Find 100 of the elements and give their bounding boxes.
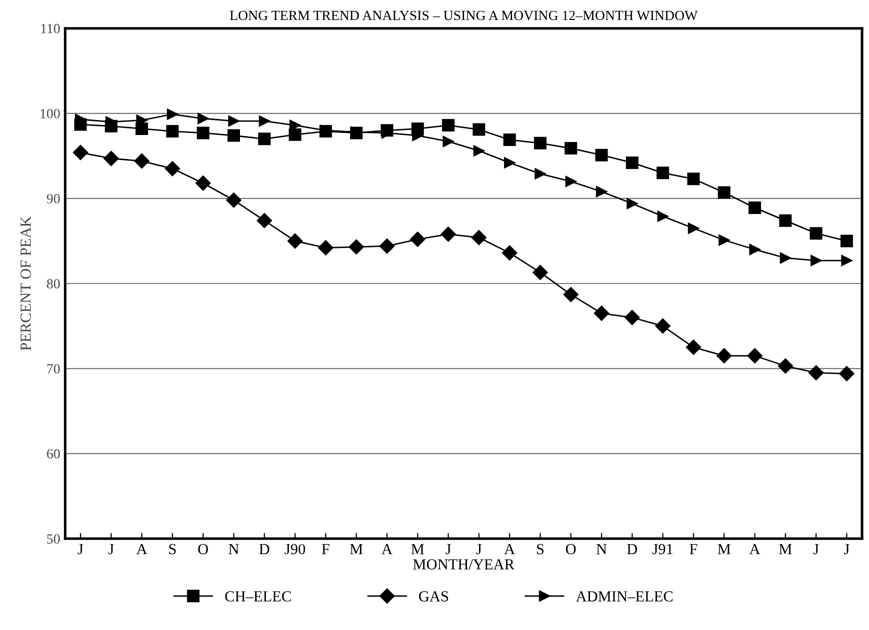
point	[778, 358, 793, 374]
y-axis-title: PERCENT OF PEAK	[20, 216, 31, 350]
x-tick-label: J91	[652, 544, 673, 554]
x-tick-label: S	[537, 544, 544, 554]
point	[258, 132, 271, 146]
x-tick-label: J	[813, 544, 819, 554]
chart-title: LONG TERM TREND ANALYSIS – USING A MOVING 12–MONTH WINDOW	[230, 10, 698, 20]
y-tick-label: 90	[46, 194, 60, 204]
point	[810, 227, 822, 240]
x-tick-label: D	[627, 544, 638, 554]
x-tick-label: J	[844, 544, 850, 554]
point	[657, 210, 668, 222]
x-tick-label: F	[690, 544, 698, 554]
point	[166, 125, 179, 138]
x-tick-label: M	[411, 544, 424, 554]
x-tick-label: N	[228, 544, 239, 554]
point	[196, 176, 211, 191]
point	[749, 244, 760, 256]
legend-label: GAS	[419, 591, 448, 602]
point	[656, 166, 670, 180]
y-tick-label: 70	[47, 364, 60, 374]
point	[504, 157, 516, 168]
point	[532, 264, 548, 280]
point	[748, 202, 762, 214]
point	[596, 186, 608, 198]
point	[258, 116, 270, 127]
y-tick-label: 80	[46, 279, 60, 288]
x-axis-title: MONTH/YEAR	[413, 559, 515, 570]
point	[134, 153, 150, 169]
point	[228, 116, 240, 127]
legend-label: CH–ELEC	[225, 591, 291, 602]
x-tick-label: O	[566, 544, 576, 554]
point	[348, 239, 364, 254]
point	[473, 145, 484, 156]
x-tick-label: A	[136, 544, 148, 554]
point	[318, 240, 334, 256]
point	[716, 348, 732, 364]
point	[810, 254, 822, 266]
point	[626, 156, 638, 169]
legend-label: ADMIN–ELEC	[576, 591, 673, 602]
point	[166, 108, 178, 120]
x-tick-label: A	[749, 544, 760, 554]
point	[288, 128, 302, 141]
point	[227, 129, 240, 142]
point	[534, 136, 546, 150]
point	[841, 254, 852, 266]
x-tick-label: J	[476, 544, 482, 554]
x-tick-label: M	[350, 544, 363, 554]
point	[534, 168, 546, 180]
point	[442, 136, 454, 148]
point	[624, 310, 640, 326]
point	[471, 230, 487, 246]
x-tick-label: A	[504, 544, 515, 554]
point	[136, 122, 148, 135]
point	[718, 234, 730, 246]
point	[718, 186, 730, 199]
point	[565, 176, 576, 187]
y-tick-label: 60	[47, 449, 60, 459]
y-tick-label: 50	[47, 534, 60, 544]
point	[442, 119, 455, 132]
x-tick-label: M	[779, 544, 792, 554]
y-tick-label: 100	[40, 108, 60, 118]
point	[440, 226, 456, 242]
point	[780, 252, 791, 264]
x-tick-label: S	[169, 544, 176, 554]
point	[198, 112, 209, 124]
x-tick-label: F	[322, 544, 330, 554]
x-tick-label: N	[596, 544, 607, 554]
point	[747, 348, 762, 364]
point	[410, 232, 426, 247]
x-tick-label: J90	[284, 544, 306, 554]
x-tick-label: M	[718, 544, 730, 554]
point	[502, 245, 518, 260]
point	[503, 134, 516, 146]
point	[686, 340, 702, 355]
x-tick-label: J	[446, 544, 451, 554]
point	[840, 234, 853, 248]
point	[72, 144, 88, 160]
point	[687, 172, 700, 186]
point	[594, 306, 610, 321]
point	[287, 233, 303, 249]
point	[226, 192, 242, 208]
x-tick-label: J	[108, 544, 114, 554]
point	[563, 286, 578, 302]
x-tick-label: O	[198, 544, 208, 554]
point	[595, 148, 608, 162]
point	[472, 123, 486, 136]
point	[379, 238, 395, 254]
point	[688, 222, 700, 234]
x-tick-label: D	[259, 544, 270, 554]
x-tick-label: J	[78, 544, 84, 554]
point	[164, 161, 180, 176]
point	[626, 198, 638, 210]
y-tick-label: 110	[41, 24, 60, 34]
point	[104, 150, 119, 166]
point	[808, 365, 824, 380]
point	[655, 318, 670, 334]
point	[256, 212, 272, 228]
point	[839, 366, 854, 382]
point	[779, 214, 792, 227]
